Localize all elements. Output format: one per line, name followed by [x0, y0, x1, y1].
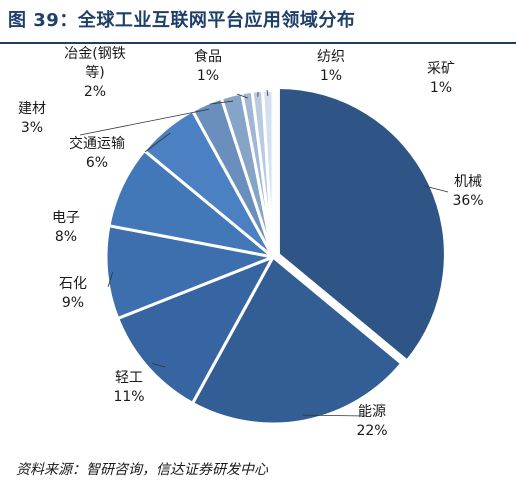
slice-label-2: 能源 22%: [356, 404, 387, 439]
leader-line-9: [236, 93, 248, 99]
pie-slice-1: [276, 85, 447, 364]
slice-label-10: 纺织 1%: [317, 49, 345, 84]
leader-line-1: [424, 185, 449, 193]
figure-title: 图 39：全球工业互联网平台应用领域分布: [8, 10, 356, 31]
slice-label-9: 食品 1%: [194, 48, 222, 84]
pie-slice-11: [260, 88, 275, 258]
leader-line-8: [209, 100, 234, 105]
leader-line-7: [79, 108, 210, 136]
slice-label-8: 冶金(钢铁等) 2%: [64, 46, 125, 100]
leader-line-6: [144, 132, 171, 153]
leader-line-11: [266, 89, 269, 97]
leader-line-3: [152, 363, 166, 368]
leader-line-2: [303, 414, 367, 417]
slice-label-6: 交通运输 6%: [69, 135, 125, 171]
slice-label-3: 轻工 11%: [113, 370, 144, 405]
slice-label-1: 机械 36%: [452, 174, 483, 209]
slice-label-7: 建材 3%: [18, 101, 46, 136]
slice-label-4: 石化 9%: [59, 276, 87, 311]
leader-line-4: [107, 272, 114, 288]
slice-label-11: 采矿 1%: [427, 61, 455, 96]
slice-label-5: 电子 8%: [52, 210, 80, 245]
source-note: 资料来源：智研咨询，信达证券研发中心: [16, 462, 268, 478]
pie-slice-3: [115, 254, 277, 406]
pie-slice-2: [190, 254, 404, 426]
title-underline: [0, 42, 516, 44]
pie-slice-4: [104, 223, 279, 321]
